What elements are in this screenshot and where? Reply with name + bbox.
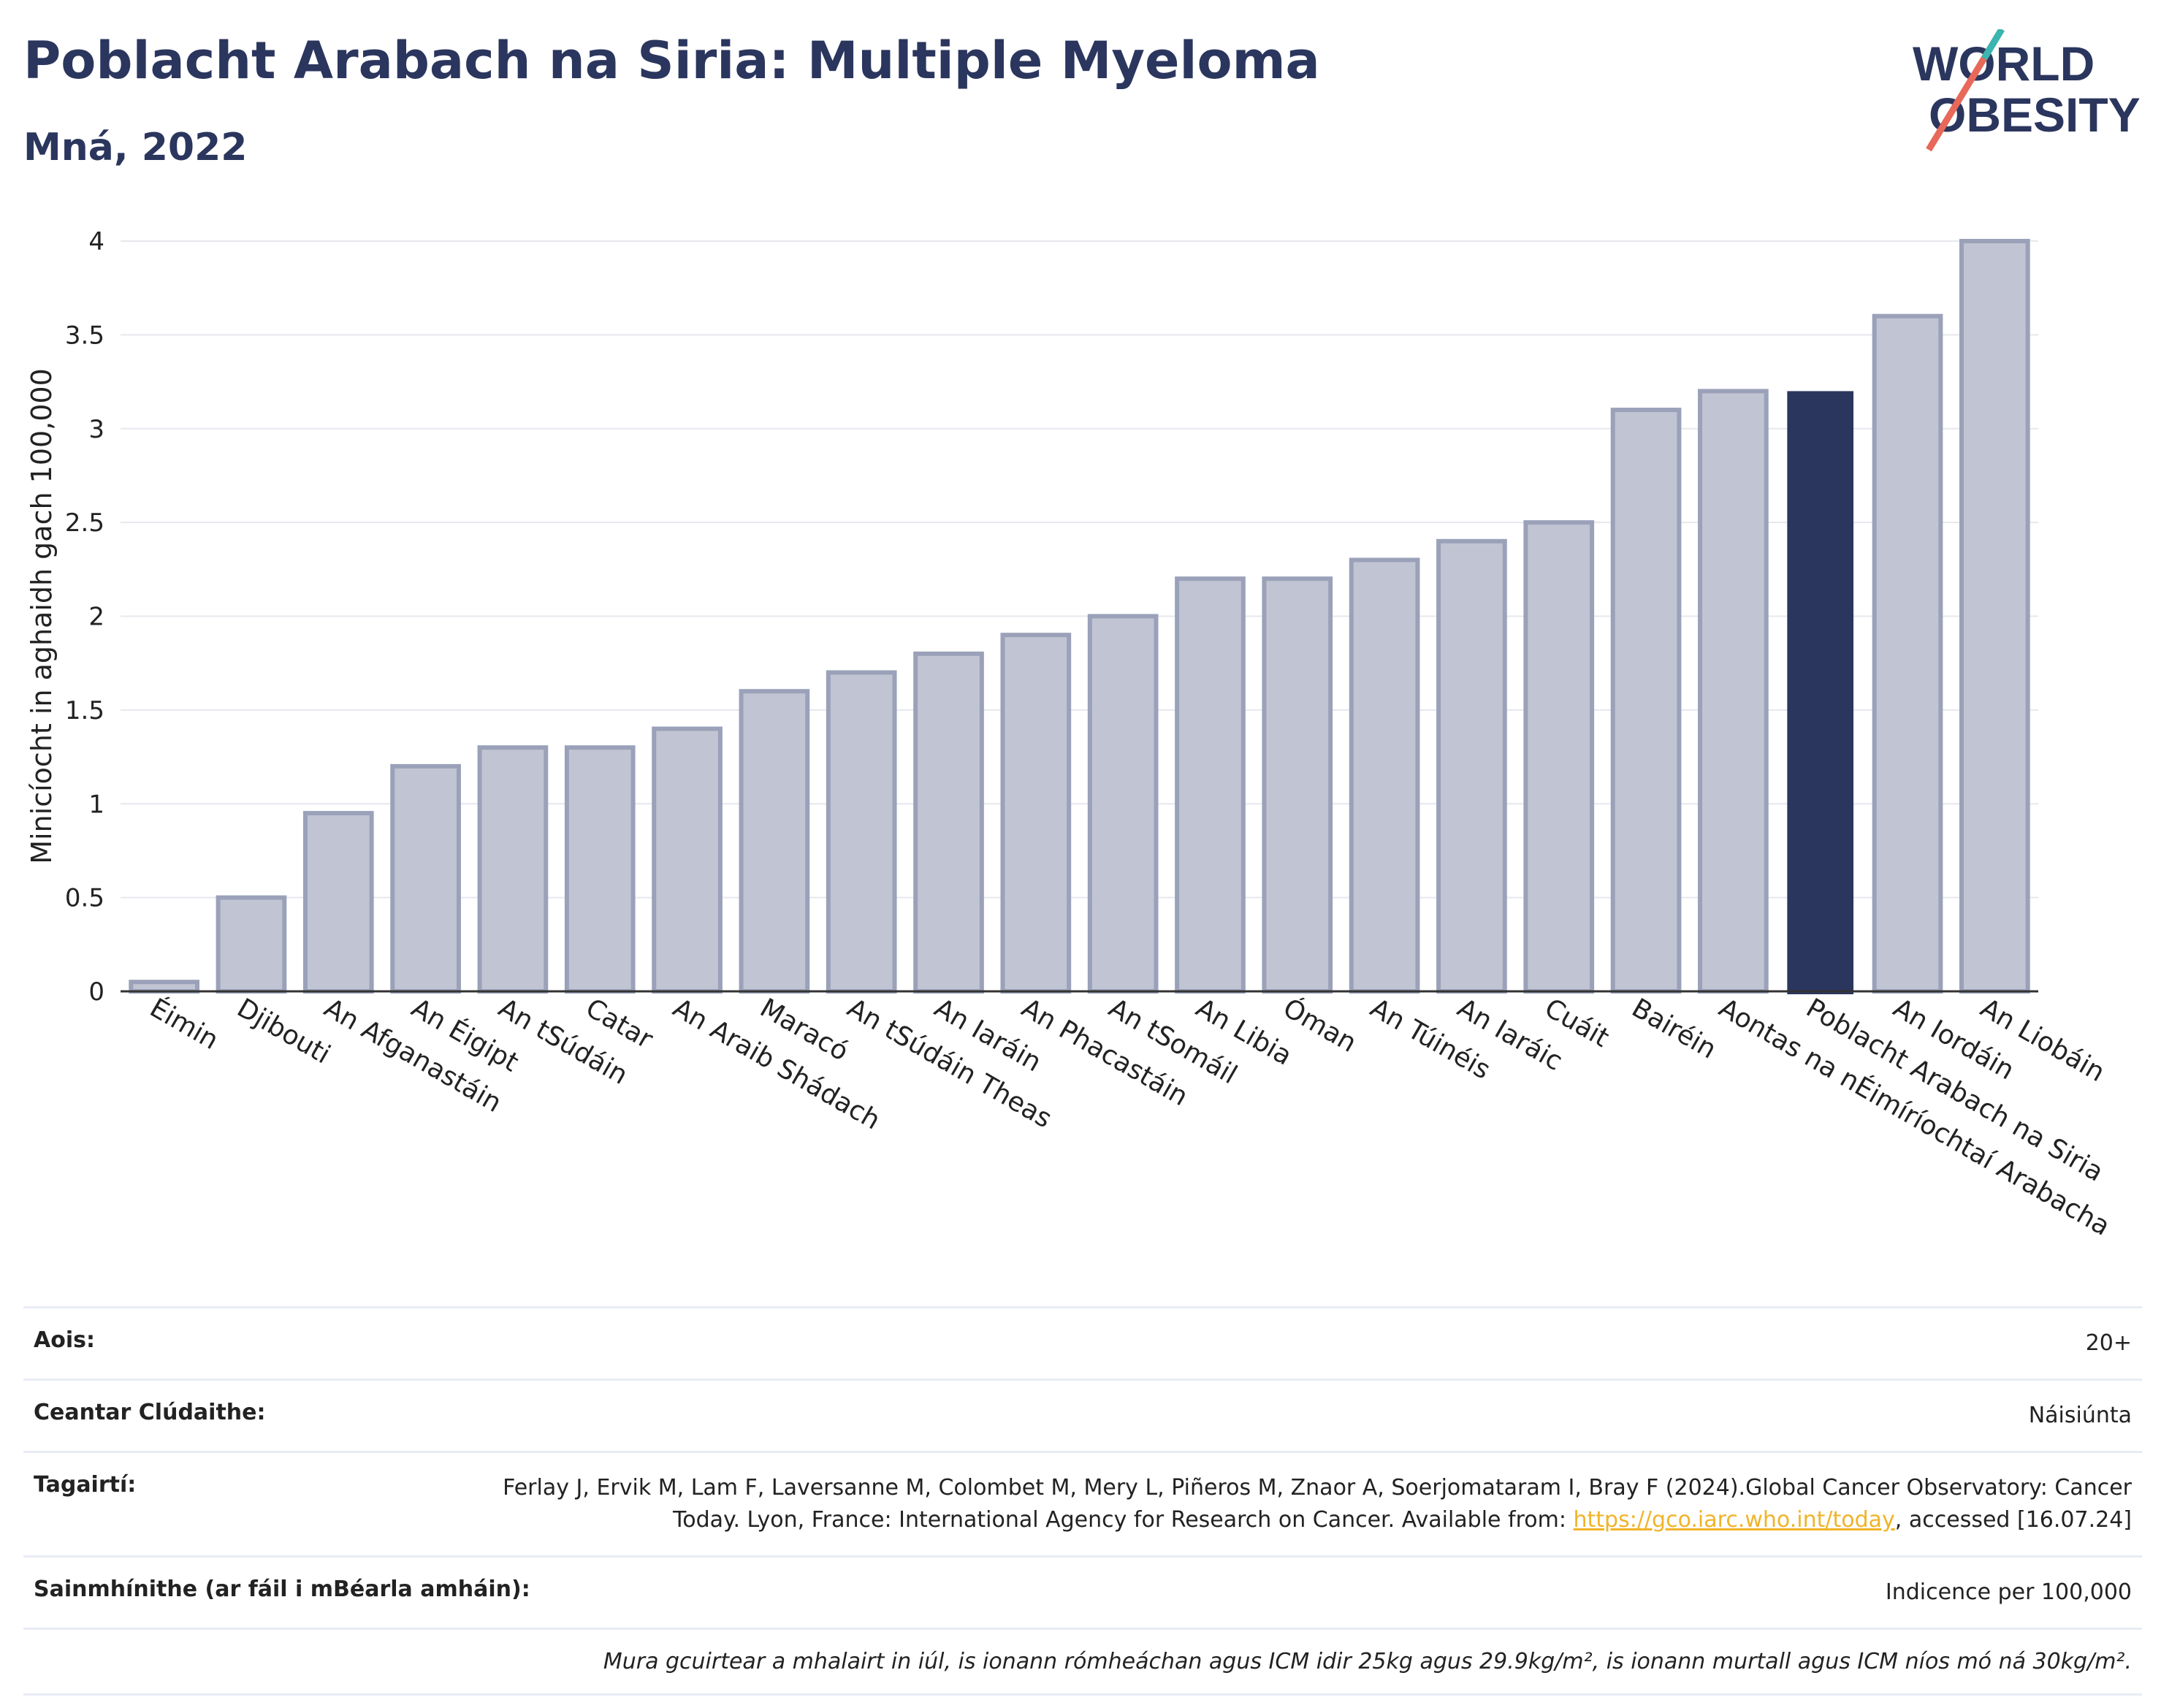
y-tick-label: 3.5	[65, 321, 104, 350]
bar	[1349, 557, 1420, 994]
y-tick-label: 1.5	[65, 696, 104, 725]
info-row-age: Aois: 20+	[23, 1306, 2142, 1379]
y-tick-label: 2	[88, 603, 104, 632]
area-label: Ceantar Clúdaithe:	[34, 1400, 266, 1425]
y-tick-label: 0.5	[65, 884, 104, 913]
bar	[1959, 239, 2030, 994]
info-row-note: Mura gcuirtear a mhalairt in iúl, is ion…	[23, 1628, 2142, 1696]
footnote: Mura gcuirtear a mhalairt in iúl, is ion…	[603, 1649, 2132, 1674]
bar	[652, 726, 723, 994]
y-tick-label: 2.5	[65, 508, 104, 538]
info-row-area: Ceantar Clúdaithe: Náisiúnta	[23, 1379, 2142, 1451]
references-tail: , accessed [16.07.24]	[1894, 1507, 2132, 1533]
references-text: Ferlay J, Ervik M, Lam F, Laversanne M, …	[503, 1475, 2132, 1533]
bar	[477, 745, 549, 994]
chart-title: Poblacht Arabach na Siria: Multiple Myel…	[23, 31, 1320, 91]
y-tick-label: 4	[88, 227, 104, 256]
bar	[1523, 520, 1595, 994]
bar	[302, 811, 374, 994]
info-row-definitions: Sainmhínithe (ar fáil i mBéarla amháin):…	[23, 1555, 2142, 1628]
references-link[interactable]: https://gco.iarc.who.int/today	[1573, 1507, 1895, 1533]
bar	[216, 895, 287, 994]
age-value: 20+	[2085, 1330, 2132, 1356]
logo-line-1: WORLD	[1913, 37, 2095, 91]
age-label: Aois:	[34, 1327, 95, 1353]
bar-highlight	[1787, 391, 1854, 994]
bar	[1175, 576, 1246, 994]
bar	[564, 745, 636, 994]
bar	[739, 689, 810, 994]
y-tick-label: 3	[88, 415, 104, 444]
info-row-references: Tagairtí: Ferlay J, Ervik M, Lam F, Lave…	[23, 1451, 2142, 1555]
references-value: Ferlay J, Ervik M, Lam F, Laversanne M, …	[451, 1472, 2132, 1536]
bar	[1698, 389, 1769, 994]
definitions-value: Indicence per 100,000	[1885, 1579, 2132, 1605]
x-tick-label: Djibouti	[232, 993, 335, 1070]
chart-subtitle: Mná, 2022	[23, 126, 248, 169]
bar	[1872, 313, 1943, 994]
x-tick-label: Bairéin	[1627, 993, 1721, 1064]
bar	[1000, 633, 1072, 994]
bar	[1436, 538, 1507, 994]
bar	[1087, 614, 1159, 994]
logo-slash-top	[1981, 29, 2005, 61]
x-tick-label: Éimin	[145, 992, 224, 1056]
y-axis-label: Minicíocht in aghaidh gach 100,000	[26, 368, 58, 864]
definitions-label: Sainmhínithe (ar fáil i mBéarla amháin):	[34, 1577, 530, 1602]
references-label: Tagairtí:	[34, 1472, 137, 1498]
bars	[129, 239, 2030, 994]
bar	[1262, 576, 1333, 994]
bar	[1610, 408, 1682, 994]
world-obesity-logo: WORLD OBESITY	[1913, 29, 2141, 152]
y-tick-label: 0	[88, 977, 104, 1007]
y-tick-labels: 0 0.5 1 1.5 2 2.5 3 3.5 4	[65, 227, 104, 1007]
bar	[390, 763, 461, 994]
bar	[913, 651, 984, 994]
y-tick-label: 1	[88, 790, 104, 819]
area-value: Náisiúnta	[2028, 1403, 2132, 1428]
bar	[129, 980, 199, 994]
info-table: Aois: 20+ Ceantar Clúdaithe: Náisiúnta T…	[23, 1306, 2142, 1696]
bar	[826, 670, 897, 994]
